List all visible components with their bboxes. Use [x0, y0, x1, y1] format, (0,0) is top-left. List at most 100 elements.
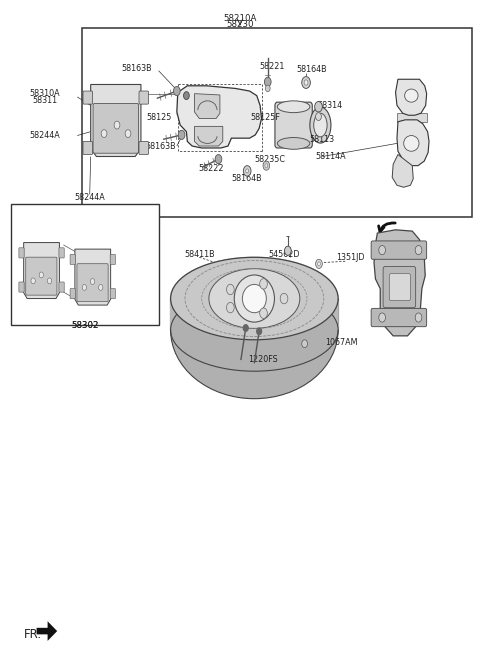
- Circle shape: [304, 80, 308, 85]
- Circle shape: [98, 285, 103, 291]
- Text: 58114A: 58114A: [316, 152, 346, 161]
- Polygon shape: [170, 298, 338, 371]
- Bar: [397, 113, 427, 122]
- FancyBboxPatch shape: [26, 257, 57, 295]
- Text: 58113: 58113: [310, 135, 335, 144]
- Polygon shape: [36, 621, 57, 641]
- FancyBboxPatch shape: [83, 91, 93, 104]
- Text: 58244A: 58244A: [74, 193, 105, 201]
- Text: 58164B: 58164B: [232, 174, 263, 182]
- Text: 58163B: 58163B: [146, 142, 176, 150]
- FancyBboxPatch shape: [383, 266, 416, 308]
- Circle shape: [318, 262, 321, 266]
- Circle shape: [260, 308, 267, 318]
- Circle shape: [280, 293, 288, 304]
- Polygon shape: [75, 249, 110, 305]
- Text: 1067AM: 1067AM: [325, 338, 358, 347]
- Text: 58235C: 58235C: [254, 155, 285, 164]
- Ellipse shape: [234, 275, 275, 322]
- Ellipse shape: [277, 138, 310, 150]
- Ellipse shape: [277, 101, 310, 113]
- Circle shape: [243, 325, 248, 331]
- Text: 58164B: 58164B: [297, 65, 327, 74]
- Polygon shape: [194, 94, 220, 119]
- Text: 1220FS: 1220FS: [248, 355, 278, 364]
- Circle shape: [227, 284, 234, 295]
- FancyBboxPatch shape: [389, 274, 410, 300]
- Text: 58125F: 58125F: [250, 113, 280, 122]
- Polygon shape: [194, 127, 223, 146]
- Circle shape: [215, 155, 222, 164]
- Circle shape: [125, 130, 131, 138]
- Circle shape: [263, 161, 270, 171]
- Text: 58222: 58222: [199, 164, 224, 173]
- Circle shape: [173, 87, 180, 96]
- Polygon shape: [24, 243, 60, 298]
- Polygon shape: [397, 120, 429, 166]
- Text: 58125: 58125: [146, 113, 171, 122]
- Text: FR.: FR.: [24, 628, 42, 641]
- FancyBboxPatch shape: [77, 264, 108, 302]
- Text: 58221: 58221: [259, 62, 285, 72]
- Circle shape: [379, 313, 385, 322]
- Text: 58244A: 58244A: [29, 131, 60, 140]
- Ellipse shape: [209, 269, 300, 329]
- Circle shape: [379, 245, 385, 255]
- Circle shape: [415, 313, 422, 322]
- FancyBboxPatch shape: [70, 255, 75, 264]
- Text: 1351JD: 1351JD: [336, 253, 364, 262]
- Text: 58230: 58230: [226, 20, 254, 30]
- Circle shape: [31, 278, 36, 284]
- FancyBboxPatch shape: [110, 289, 115, 298]
- Circle shape: [82, 285, 86, 291]
- FancyBboxPatch shape: [139, 91, 149, 104]
- Polygon shape: [170, 257, 338, 330]
- Polygon shape: [374, 230, 425, 336]
- Circle shape: [316, 113, 322, 121]
- Circle shape: [39, 272, 44, 278]
- Text: 58210A: 58210A: [223, 14, 257, 23]
- FancyBboxPatch shape: [110, 255, 115, 264]
- FancyBboxPatch shape: [275, 102, 312, 148]
- FancyBboxPatch shape: [19, 282, 24, 292]
- Polygon shape: [91, 85, 141, 157]
- Ellipse shape: [404, 136, 419, 152]
- Ellipse shape: [310, 107, 331, 143]
- Circle shape: [302, 340, 308, 348]
- Polygon shape: [177, 86, 262, 148]
- FancyBboxPatch shape: [19, 248, 24, 258]
- Text: 58311: 58311: [32, 96, 57, 105]
- FancyBboxPatch shape: [83, 142, 93, 155]
- Circle shape: [183, 92, 189, 100]
- Circle shape: [257, 328, 262, 335]
- Circle shape: [302, 77, 311, 89]
- Text: 58411B: 58411B: [184, 250, 215, 259]
- Circle shape: [316, 259, 323, 268]
- Bar: [11, 203, 158, 325]
- Ellipse shape: [170, 257, 338, 340]
- Circle shape: [265, 164, 268, 168]
- Text: 58302: 58302: [71, 321, 99, 330]
- Polygon shape: [392, 155, 413, 187]
- Text: 58302: 58302: [71, 321, 99, 330]
- Text: 54562D: 54562D: [268, 250, 300, 259]
- FancyBboxPatch shape: [59, 248, 64, 258]
- Circle shape: [315, 102, 323, 112]
- FancyBboxPatch shape: [59, 282, 64, 292]
- Circle shape: [265, 85, 270, 92]
- Circle shape: [90, 279, 95, 285]
- FancyBboxPatch shape: [139, 142, 149, 155]
- Circle shape: [48, 278, 52, 284]
- Circle shape: [243, 166, 251, 176]
- Circle shape: [264, 77, 271, 87]
- Circle shape: [114, 121, 120, 129]
- Circle shape: [101, 130, 107, 138]
- Polygon shape: [396, 79, 427, 115]
- FancyBboxPatch shape: [371, 241, 427, 259]
- Circle shape: [227, 302, 234, 313]
- FancyBboxPatch shape: [371, 308, 427, 327]
- Circle shape: [246, 169, 249, 173]
- Text: 58310A: 58310A: [29, 89, 60, 98]
- Circle shape: [178, 131, 185, 140]
- Circle shape: [260, 279, 267, 289]
